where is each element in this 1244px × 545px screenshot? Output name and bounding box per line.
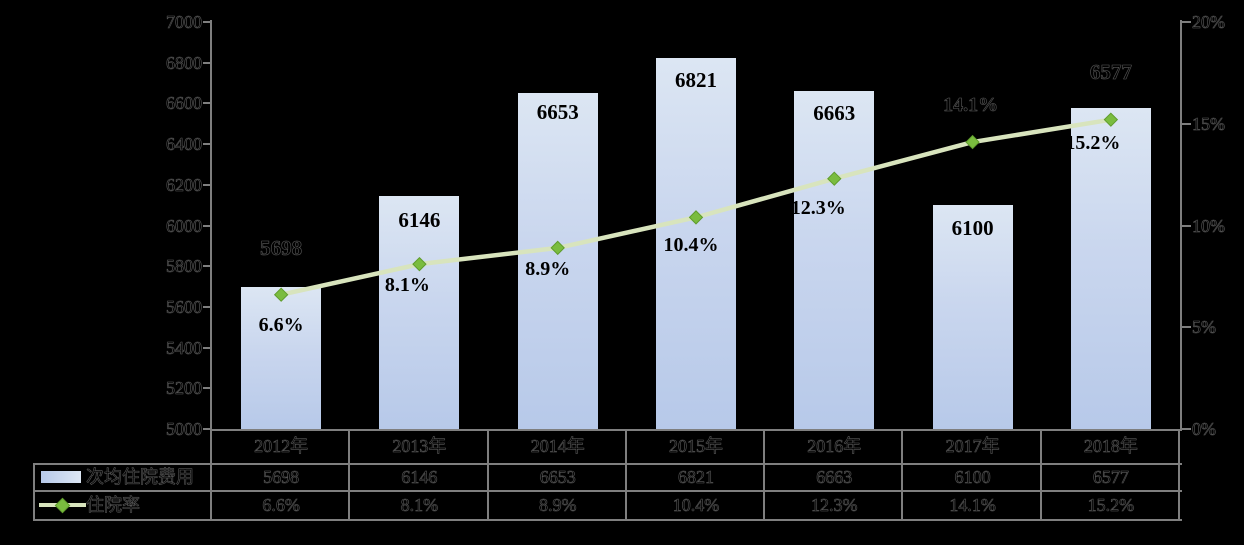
bar: [1070, 108, 1151, 429]
table-cell-value: 8.9%: [538, 495, 577, 516]
right-axis-tick: [1182, 326, 1191, 329]
right-axis-tick-label: 20%: [1192, 12, 1226, 33]
bar-value-label: 6653: [536, 99, 579, 124]
left-axis-tick: [203, 387, 212, 390]
x-axis-label: 2015年: [668, 436, 724, 457]
table-cell-value: 6.6%: [262, 495, 300, 516]
table-cell-value: 6100: [954, 467, 991, 488]
right-axis-tick-label: 0%: [1192, 419, 1217, 440]
left-axis-tick-label: 5400: [166, 337, 203, 358]
data-table-grid-line: [33, 490, 1182, 492]
left-axis-tick-label: 6800: [166, 52, 203, 73]
x-axis-label: 2014年: [530, 436, 585, 457]
left-axis-tick-label: 6600: [166, 93, 203, 114]
data-table-grid-line: [486, 429, 489, 521]
line-point-label: 6.6%: [258, 313, 304, 336]
line-point-label: 10.4%: [663, 234, 719, 257]
x-axis-label: 2013年: [392, 436, 447, 457]
bar-value-label: 5698: [260, 235, 303, 261]
data-table-grid-line: [33, 463, 1182, 465]
left-axis-tick: [203, 224, 212, 227]
line-point-label: 8.1%: [384, 274, 430, 297]
left-axis-tick-label: 5200: [166, 378, 203, 399]
left-axis-tick: [203, 143, 212, 146]
data-table-grid-line: [348, 429, 351, 521]
left-axis-tick: [203, 183, 212, 186]
data-table-grid-line: [901, 429, 904, 521]
left-axis-tick: [203, 428, 212, 430]
legend-label-rate: 住院率: [86, 495, 141, 516]
data-table-grid-line: [1039, 429, 1042, 521]
x-axis-label: 2018年: [1083, 436, 1139, 457]
right-axis-tick: [1182, 21, 1191, 23]
data-table-grid-line: [1178, 429, 1180, 521]
left-axis-tick: [203, 102, 212, 105]
table-cell-value: 15.2%: [1087, 495, 1135, 516]
right-axis-line: [1180, 20, 1182, 431]
left-axis-tick: [203, 305, 212, 308]
left-axis-tick-label: 6400: [166, 134, 203, 155]
left-axis-tick-label: 7000: [166, 12, 203, 33]
table-cell-value: 8.1%: [400, 495, 439, 516]
left-axis-tick-label: 5600: [166, 296, 203, 318]
left-axis-tick: [203, 265, 212, 268]
bar-value-label: 6663: [813, 100, 856, 125]
data-table-grid-line: [33, 463, 35, 521]
bar-value-label: 6577: [1089, 60, 1133, 85]
left-axis-tick-label: 5000: [166, 419, 203, 440]
bar-value-label: 6100: [951, 216, 994, 241]
left-axis-tick-label: 5800: [166, 256, 203, 277]
bar: [794, 90, 875, 429]
left-axis-tick-label: 6200: [166, 174, 203, 195]
table-cell-value: 12.3%: [811, 495, 858, 516]
table-cell-value: 10.4%: [672, 495, 720, 516]
bar: [241, 286, 322, 429]
left-axis-tick: [203, 346, 212, 349]
left-axis-tick: [203, 61, 212, 64]
legend-label-cost: 次均住院费用: [86, 467, 195, 488]
table-cell-value: 6577: [1092, 467, 1130, 488]
legend-bar-swatch-icon: [41, 471, 81, 483]
left-axis-tick: [203, 21, 212, 23]
bar-value-label: 6821: [675, 68, 717, 93]
x-axis-label: 2017年: [945, 436, 1000, 457]
right-axis-tick: [1182, 428, 1191, 430]
left-axis-tick-label: 6000: [166, 215, 203, 236]
right-axis-tick: [1182, 122, 1191, 125]
line-marker-icon: [965, 134, 980, 150]
right-axis-tick-label: 5%: [1192, 317, 1217, 338]
table-cell-value: 14.1%: [949, 495, 996, 516]
x-axis-label: 2016年: [807, 436, 862, 457]
data-table-grid-line: [624, 429, 627, 521]
bar-value-label: 6146: [398, 207, 441, 232]
table-cell-value: 5698: [263, 467, 300, 488]
line-point-label: 15.2%: [1065, 131, 1121, 154]
right-axis-tick-label: 15%: [1192, 113, 1226, 134]
line-point-label: 14.1%: [943, 94, 999, 117]
x-axis-line: [210, 429, 1182, 431]
x-axis-label: 2012年: [254, 436, 309, 457]
legend-diamond-icon: [54, 497, 71, 514]
right-axis-tick: [1182, 224, 1191, 227]
line-point-label: 12.3%: [790, 196, 846, 219]
table-cell-value: 6821: [677, 467, 715, 488]
table-cell-value: 6653: [539, 467, 576, 488]
data-table-grid-line: [763, 429, 766, 521]
data-table-grid-line: [210, 429, 212, 521]
table-cell-value: 6663: [816, 467, 853, 488]
data-table-grid-line: [33, 519, 1182, 521]
line-point-label: 8.9%: [525, 257, 571, 280]
right-axis-tick-label: 10%: [1192, 215, 1226, 236]
table-cell-value: 6146: [401, 467, 438, 488]
